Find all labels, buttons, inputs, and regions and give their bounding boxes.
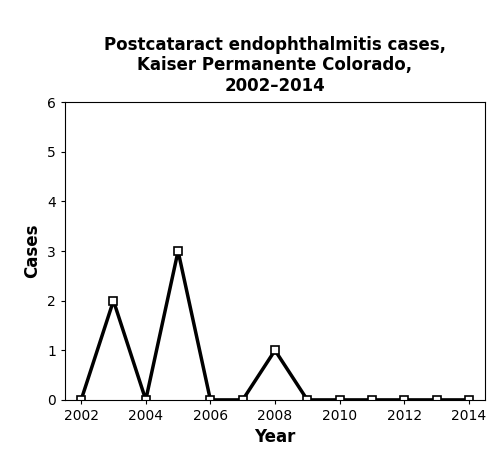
X-axis label: Year: Year	[254, 428, 296, 446]
Title: Postcataract endophthalmitis cases,
Kaiser Permanente Colorado,
2002–2014: Postcataract endophthalmitis cases, Kais…	[104, 36, 446, 95]
Y-axis label: Cases: Cases	[24, 224, 42, 279]
